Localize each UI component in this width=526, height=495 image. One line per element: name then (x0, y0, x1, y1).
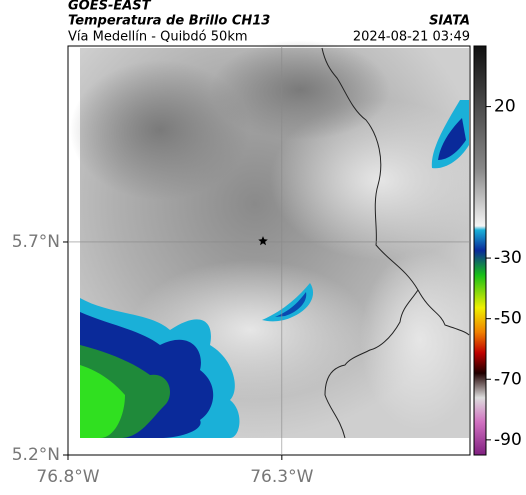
source: SIATA (429, 14, 470, 29)
y-tick-label: 5.7°N (12, 232, 60, 252)
satellite: GOES-EAST (68, 0, 152, 14)
y-tick-label: 5.2°N (12, 445, 60, 465)
title: Temperatura de Brillo CH13 (68, 14, 270, 29)
imagery (70, 40, 490, 439)
header: GOES-EAST Temperatura de Brillo CH13 Vía… (68, 0, 470, 45)
colorbar (473, 45, 487, 456)
colorbar-tick-label: -30 (494, 248, 522, 268)
x-tick-label: 76.3°W (250, 467, 313, 487)
location-marker (258, 236, 268, 246)
timestamp: 2024-08-21 03:49 (353, 30, 470, 45)
plot-frame (67, 45, 471, 456)
x-tick-label: 76.8°W (36, 467, 99, 487)
colorbar-tick-label: -70 (494, 369, 522, 389)
colorbar-tick-label: -90 (494, 430, 522, 450)
colorbar-tick-label: -50 (494, 309, 522, 329)
subtitle: Vía Medellín - Quibdó 50km (68, 30, 248, 45)
colorbar-tick-label: 20 (494, 97, 516, 117)
